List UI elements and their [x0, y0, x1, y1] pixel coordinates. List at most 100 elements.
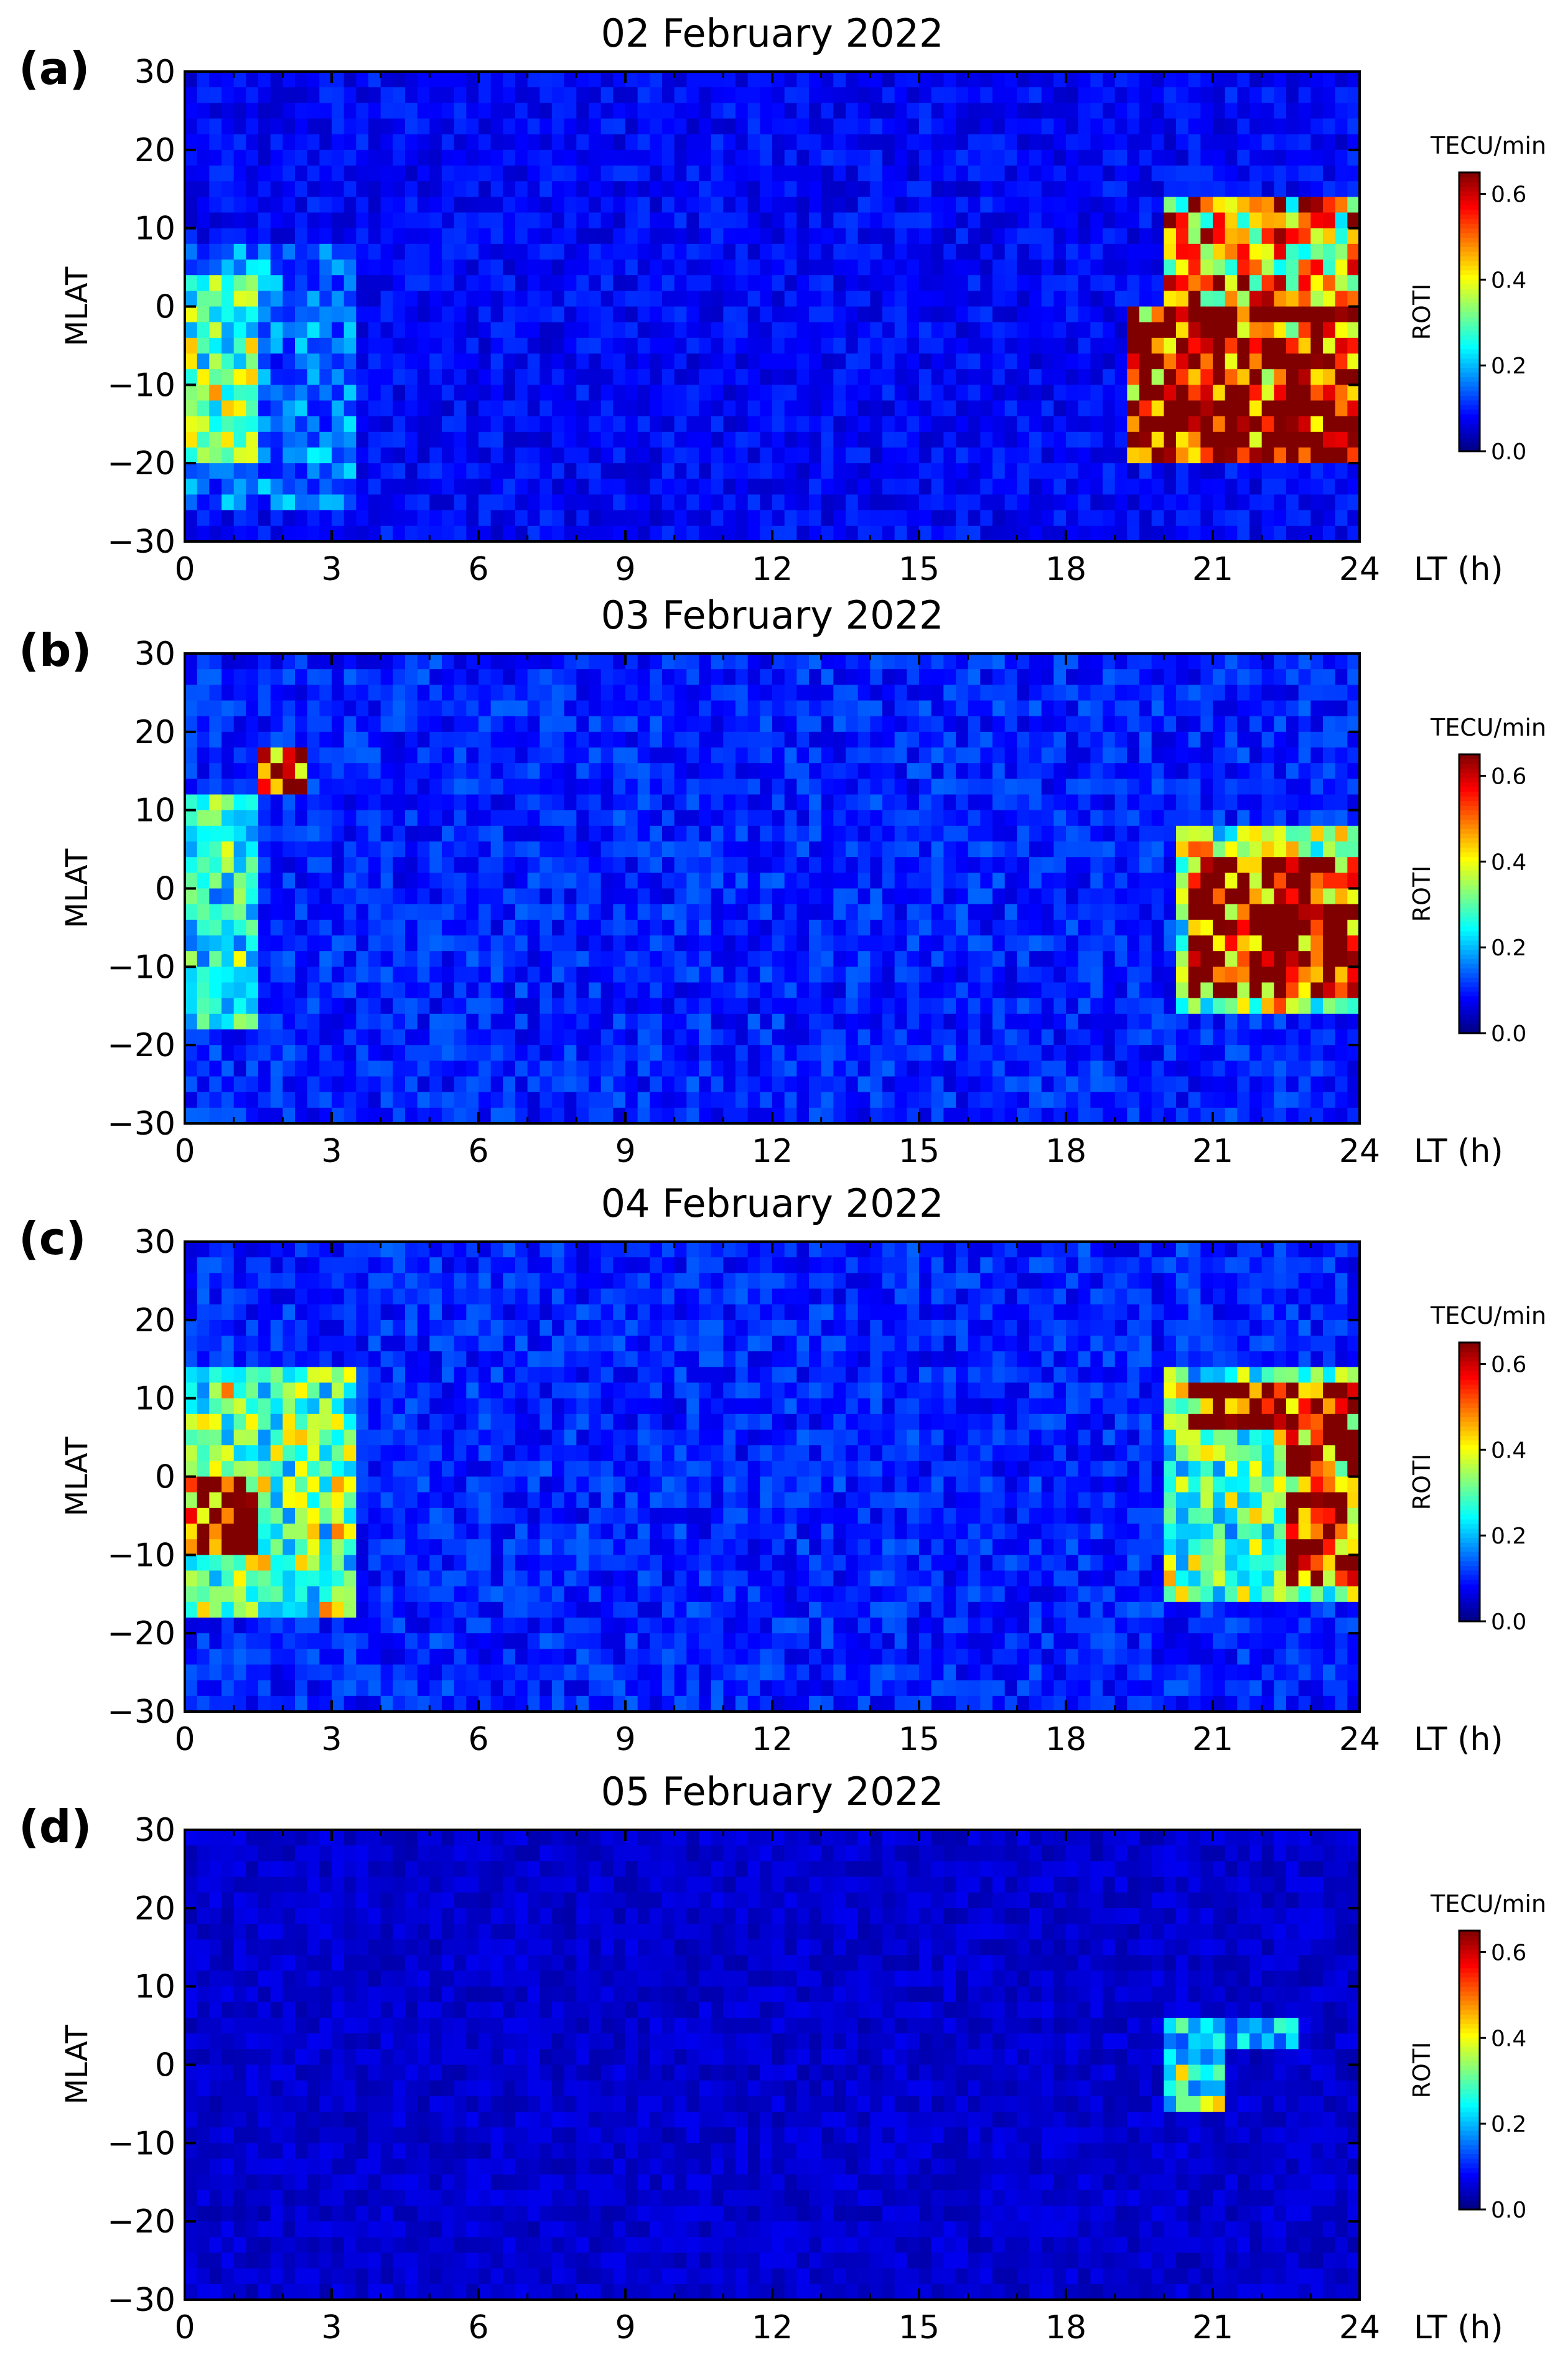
heatmap-cell [515, 747, 528, 764]
heatmap-cell [772, 794, 785, 811]
heatmap-cell [490, 716, 503, 733]
heatmap-cell [894, 181, 907, 197]
heatmap-cell [882, 337, 895, 354]
heatmap-cell [209, 700, 222, 717]
heatmap-cell [319, 1107, 332, 1124]
heatmap-cell [576, 149, 589, 166]
heatmap-cell [907, 149, 920, 166]
heatmap-cell [197, 166, 210, 182]
heatmap-cell [405, 998, 418, 1014]
heatmap-cell [1188, 181, 1201, 197]
heatmap-cell [674, 197, 687, 213]
heatmap-cell [613, 857, 626, 873]
heatmap-cell [846, 447, 859, 464]
heatmap-cell [479, 841, 492, 858]
heatmap-cell [454, 825, 467, 842]
heatmap-cell [490, 1013, 503, 1030]
heatmap-cell [576, 447, 589, 464]
heatmap-cell [796, 385, 810, 401]
heatmap-cell [1335, 72, 1348, 88]
heatmap-cell [295, 857, 308, 873]
heatmap-cell [772, 700, 785, 717]
heatmap-cell [674, 103, 687, 119]
heatmap-cell [564, 447, 577, 464]
heatmap-cell [405, 260, 418, 276]
heatmap-cell [613, 873, 626, 889]
heatmap-cell [735, 779, 749, 795]
heatmap-cell [968, 1107, 981, 1124]
heatmap-cell [429, 243, 442, 260]
heatmap-cell [552, 447, 565, 464]
heatmap-cell [209, 103, 222, 119]
heatmap-cell [405, 857, 418, 873]
heatmap-cell [1103, 228, 1116, 245]
heatmap-cell [1127, 118, 1140, 135]
heatmap-cell [650, 1061, 663, 1077]
heatmap-cell [270, 525, 283, 542]
heatmap-cell [515, 385, 528, 401]
heatmap-cell [711, 857, 724, 873]
heatmap-cell [662, 322, 675, 339]
heatmap-cell [870, 1092, 883, 1108]
heatmap-cell [466, 385, 479, 401]
heatmap-cell [295, 510, 308, 527]
heatmap-cell [686, 731, 699, 748]
heatmap-cell [1347, 166, 1360, 182]
heatmap-cell [723, 1107, 736, 1124]
heatmap-cell [1029, 197, 1042, 213]
heatmap-cell [760, 134, 773, 151]
heatmap-cell [637, 260, 650, 276]
heatmap-cell [503, 479, 516, 495]
heatmap-cell [1347, 149, 1360, 166]
heatmap-cell [405, 291, 418, 307]
heatmap-cell [1103, 337, 1116, 354]
heatmap-cell [686, 700, 699, 717]
heatmap-cell [466, 951, 479, 967]
heatmap-cell [809, 322, 822, 339]
heatmap-cell [1164, 447, 1177, 464]
heatmap-cell [197, 228, 210, 245]
heatmap-cell [1004, 337, 1017, 354]
heatmap-cell [197, 385, 210, 401]
heatmap-cell [417, 260, 430, 276]
x-tick-label: 21 [1192, 551, 1233, 588]
heatmap-cell [796, 779, 810, 795]
heatmap-cell [466, 479, 479, 495]
heatmap-cell [209, 1092, 222, 1108]
heatmap-cell [209, 463, 222, 479]
heatmap-cell [1225, 306, 1238, 323]
heatmap-cell [1151, 306, 1164, 323]
heatmap-cell [650, 431, 663, 448]
heatmap-cell [894, 1092, 907, 1108]
heatmap-cell [490, 731, 503, 748]
heatmap-cell [907, 716, 920, 733]
heatmap-cell [1237, 166, 1250, 182]
heatmap-cell [564, 731, 577, 748]
heatmap-cell [233, 731, 246, 748]
panel-label: (b) [19, 624, 91, 677]
heatmap-cell [1053, 181, 1067, 197]
heatmap-cell [882, 794, 895, 811]
heatmap-cell [552, 841, 565, 858]
heatmap-cell [319, 810, 332, 827]
heatmap-cell [246, 337, 259, 354]
heatmap-cell [846, 794, 859, 811]
heatmap-cell [283, 700, 296, 717]
heatmap-cell [283, 369, 296, 385]
heatmap-cell [490, 1092, 503, 1108]
heatmap-cell [674, 431, 687, 448]
heatmap-cell [1323, 118, 1336, 135]
heatmap-cell [735, 306, 749, 323]
heatmap-cell [674, 494, 687, 511]
heatmap-cell [1053, 212, 1067, 229]
heatmap-cell [1323, 291, 1336, 307]
heatmap-cell [185, 291, 198, 307]
heatmap-cell [784, 354, 797, 370]
heatmap-cell [552, 763, 565, 779]
heatmap-cell [283, 72, 296, 88]
heatmap-cell [209, 1076, 222, 1093]
heatmap-cell [882, 1107, 895, 1124]
heatmap-cell [380, 685, 393, 701]
heatmap-cell [1176, 354, 1189, 370]
heatmap-cell [564, 322, 577, 339]
